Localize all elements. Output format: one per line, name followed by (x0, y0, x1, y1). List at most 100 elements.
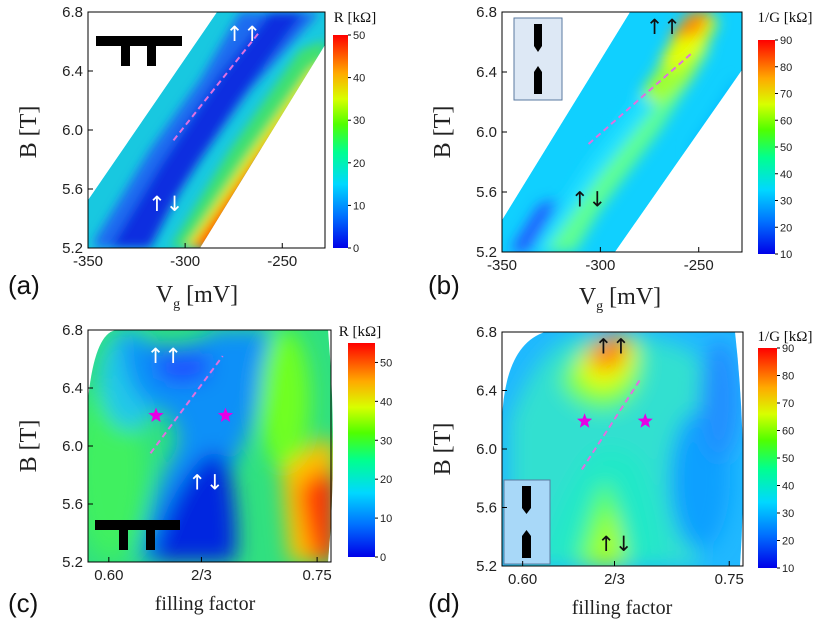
y-axis-label-a: B [T] (16, 106, 42, 159)
y-tick-label: 6.8 (62, 4, 83, 21)
spin-up-down-label-b: ↑↓ (571, 188, 606, 212)
colorbar-tick-label: 10 (782, 563, 794, 575)
panel-a: ↑↑ ↑↓ -350 -300 -250 6.8 6.4 6.0 5.6 5.2 Vg [m… (8, 4, 376, 312)
colorbar-tick-label: 50 (782, 453, 794, 465)
colorbar-tick-label: 20 (380, 474, 392, 486)
spin-up-down-label-a: ↑↓ (148, 192, 183, 216)
spin-up-up-label-d: ↑↑ (595, 335, 630, 359)
y-tick-label: 6.0 (62, 122, 83, 139)
heatmap-c (88, 330, 333, 562)
colorbar-tick-label: 0 (353, 243, 359, 255)
panel-d: ↑↑ ↑↓ 0.60 2/3 0.75 6.8 6.4 6.0 5.6 5.2 fillin… (428, 324, 812, 619)
colorbar-tick-label: 30 (782, 508, 794, 520)
colorbar-tick-label: 0 (380, 552, 386, 564)
point-contact-inset-d (503, 479, 551, 565)
colorbar-tick-label: 30 (380, 435, 392, 447)
colorbar-tick-label: 30 (353, 115, 365, 127)
y-tick-label: 6.8 (476, 324, 497, 341)
dashed-line-a (172, 32, 260, 141)
colorbar-tick-label: 40 (782, 481, 794, 493)
y-tick-label: 6.8 (62, 322, 83, 339)
x-axis-label-a: Vg [mV] (156, 282, 238, 312)
x-tick-label: 0.60 (508, 571, 537, 588)
x-tick-label: 0.75 (715, 571, 744, 588)
colorbar-tick-label: 10 (353, 200, 365, 212)
panel-c: ↑↑ ↑↓ 0.60 2/3 0.75 6.8 6.4 6.0 5.6 5.2 fillin… (8, 322, 392, 618)
colorbar-title-c: R [kΩ] (339, 324, 381, 340)
dashed-line-c (149, 355, 224, 454)
colorbar-tick-label: 30 (780, 196, 792, 208)
spin-up-down-label-d: ↑↓ (597, 532, 632, 556)
point-contact-inset-b (513, 17, 563, 101)
colorbar-tick-label: 90 (782, 343, 794, 355)
colorbar-tick-label: 20 (780, 222, 792, 234)
x-ticks-d: 0.60 2/3 0.75 (508, 561, 744, 588)
y-tick-label: 6.4 (62, 380, 83, 397)
colorbar-tick-label: 80 (780, 62, 792, 74)
panel-label-c: (c) (8, 588, 38, 618)
y-tick-label: 6.0 (476, 124, 497, 141)
colorbar-tick-label: 10 (380, 513, 392, 525)
colorbar-tick-label: 40 (353, 73, 365, 85)
y-ticks-c: 6.8 6.4 6.0 5.6 5.2 (62, 322, 93, 571)
panel-label-d: (d) (428, 588, 460, 618)
x-axis-label-d: filling factor (572, 597, 673, 619)
star-marker (577, 413, 593, 428)
colorbar-tick-label: 80 (782, 371, 794, 383)
colorbar-tick-label: 40 (780, 169, 792, 181)
spin-up-down-label-c: ↑↓ (188, 470, 223, 494)
colorbar-tick-label: 70 (780, 89, 792, 101)
colorbar-tick-label: 50 (353, 30, 365, 42)
x-ticks-b: -350 -300 -250 (487, 247, 714, 274)
y-ticks-a: 6.8 6.4 6.0 5.6 5.2 (62, 4, 93, 257)
y-tick-label: 5.6 (62, 181, 83, 198)
colorbar-d: 1/G [kΩ] 90 80 70 60 50 40 30 20 10 (758, 329, 813, 575)
x-tick-label: -300 (585, 257, 615, 274)
colorbar-tick-label: 50 (380, 357, 392, 369)
x-tick-label: 0.60 (94, 567, 123, 584)
x-ticks-a: -350 -300 -250 (73, 243, 297, 270)
colorbar-title-b: 1/G [kΩ] (758, 10, 813, 26)
y-tick-label: 5.2 (62, 240, 83, 257)
colorbar-tick-label: 60 (780, 115, 792, 127)
x-tick-label: 0.75 (303, 567, 332, 584)
colorbar-tick-label: 40 (380, 396, 392, 408)
x-tick-label: -300 (170, 253, 200, 270)
y-tick-label: 5.2 (62, 554, 83, 571)
x-tick-label: -250 (267, 253, 297, 270)
colorbar-title-a: R [kΩ] (334, 10, 376, 26)
x-ticks-c: 0.60 2/3 0.75 (94, 557, 332, 584)
x-tick-label: 2/3 (191, 567, 212, 584)
x-tick-label: -350 (487, 257, 517, 274)
colorbar-a: R [kΩ] 50 40 30 20 10 0 (333, 10, 376, 255)
y-tick-label: 5.2 (476, 244, 497, 261)
x-tick-label: 2/3 (604, 571, 625, 588)
colorbar-title-d: 1/G [kΩ] (758, 329, 813, 345)
y-axis-label-c: B [T] (16, 420, 42, 473)
colorbar-tick-label: 20 (353, 158, 365, 170)
y-tick-label: 6.0 (476, 441, 497, 458)
x-tick-label: -350 (73, 253, 103, 270)
panel-label-b: (b) (428, 270, 460, 300)
heatmap-b (502, 12, 742, 252)
colorbar-tick-label: 20 (782, 536, 794, 548)
spin-up-up-label-c: ↑↑ (147, 344, 182, 368)
y-axis-label-d: B [T] (430, 423, 456, 476)
y-tick-label: 5.2 (476, 558, 497, 575)
star-marker (148, 407, 164, 422)
stars-d (577, 413, 653, 428)
colorbar-tick-label: 10 (780, 249, 792, 261)
colorbar-tick-label: 50 (780, 142, 792, 154)
colorbar-c: R [kΩ] 50 40 30 20 10 0 (339, 324, 392, 564)
y-tick-label: 5.6 (476, 184, 497, 201)
y-tick-label: 6.4 (476, 383, 497, 400)
colorbar-b: 1/G [kΩ] 90 80 70 60 50 40 30 20 10 (758, 10, 813, 261)
dashed-line-d (581, 379, 641, 471)
stars-c (148, 407, 234, 422)
dashed-line-b (587, 53, 692, 145)
panel-b: ↑↑ ↑↓ -350 -300 -250 6.8 6.4 6.0 5.6 5.2 Vg [m… (428, 4, 812, 314)
x-axis-label-c: filling factor (155, 593, 256, 615)
y-tick-label: 5.6 (476, 500, 497, 517)
spin-up-up-label-a: ↑↑ (226, 22, 261, 46)
